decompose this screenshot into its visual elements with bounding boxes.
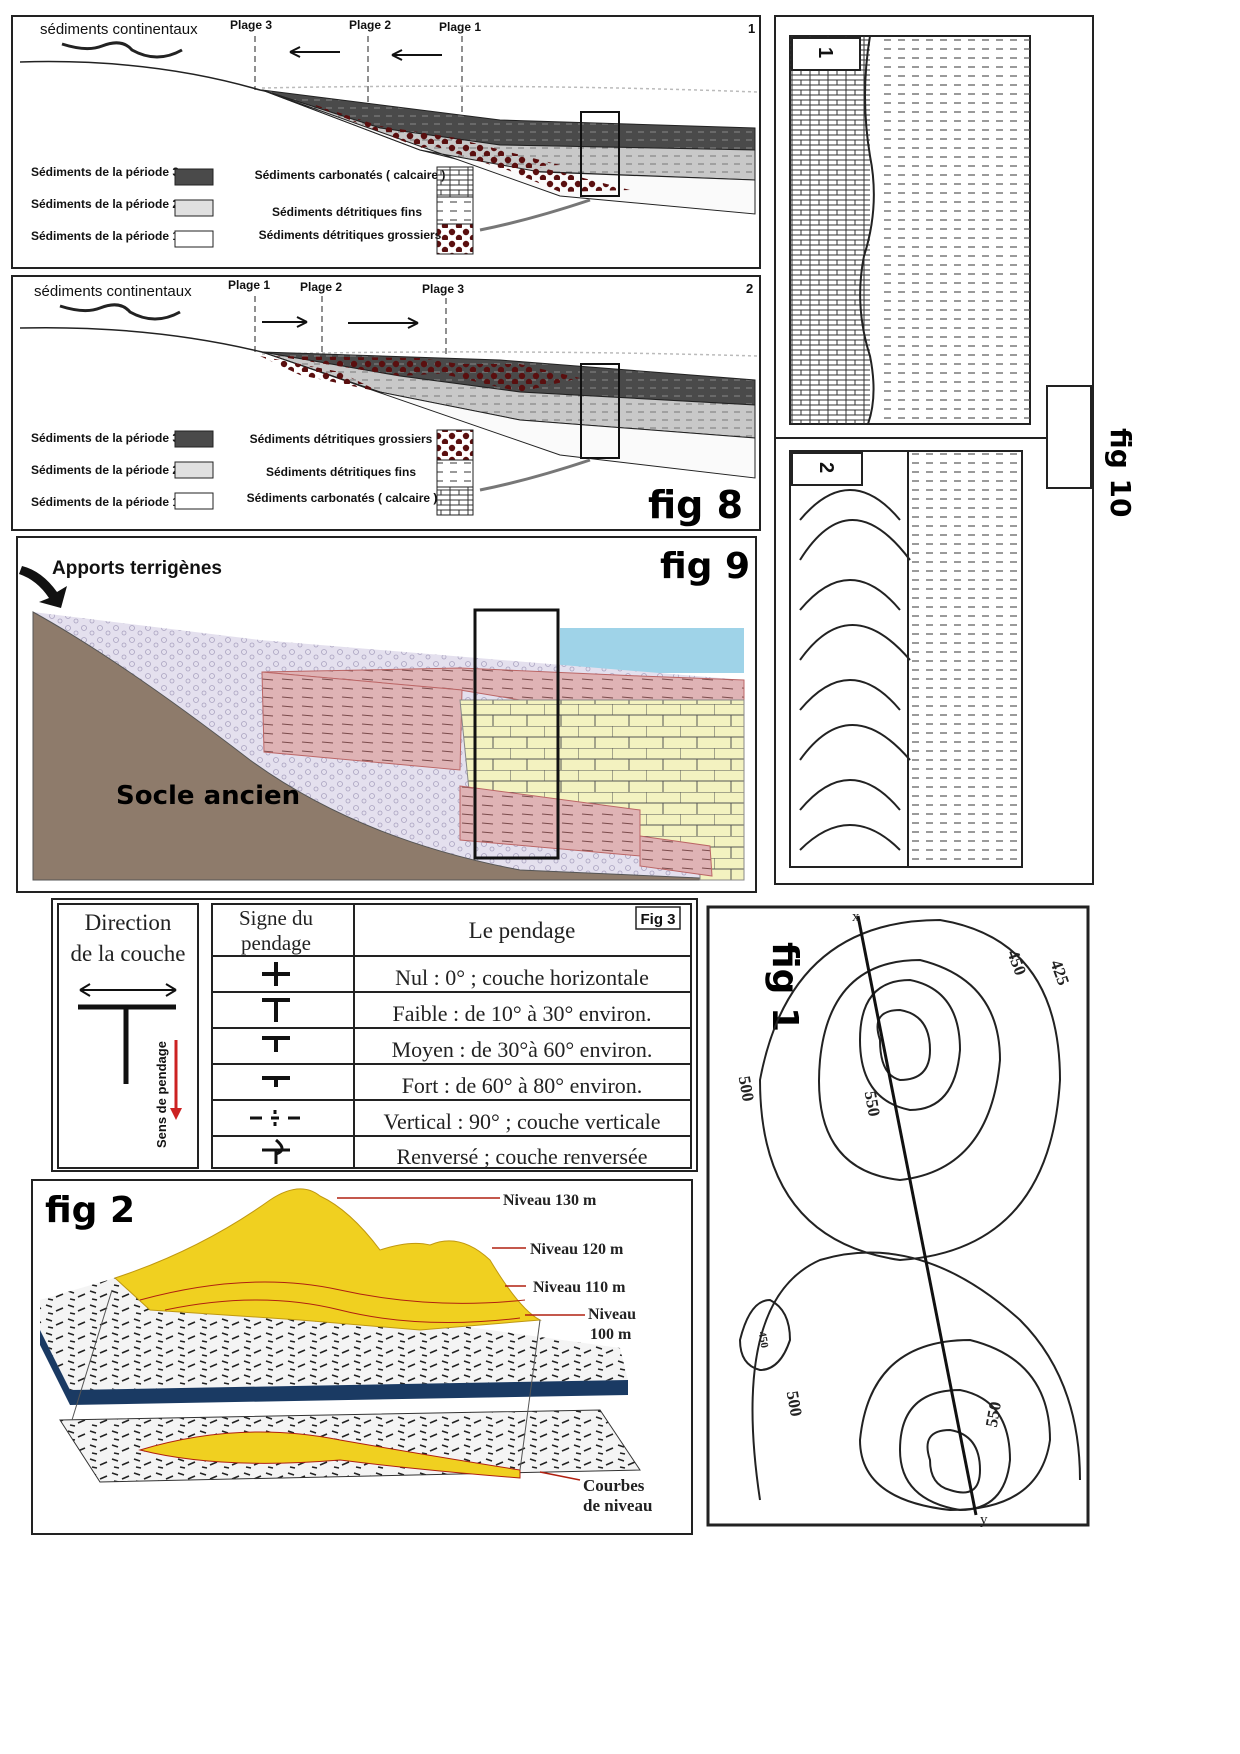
fig9-label: fig 9 (660, 546, 750, 587)
continental-label: sédiments continentaux (34, 283, 192, 300)
plage-label: Plage 2 (349, 18, 391, 32)
legend-period1: Sédiments de la période 1 (31, 229, 179, 243)
legend-period2: Sédiments de la période 2 (31, 463, 179, 477)
fig3: Direction de la couche Sens de pendage S… (51, 898, 698, 1172)
plage-label: Plage 1 (228, 278, 270, 292)
contour-label: 550 (861, 1090, 884, 1118)
y-label: y (980, 1512, 988, 1528)
header-sign: Signe du (239, 906, 314, 930)
legend-type: Sédiments carbonatés ( calcaire ) (255, 168, 446, 182)
contour-label: 450 (756, 1331, 771, 1350)
legend-type: Sédiments carbonatés ( calcaire ) (247, 491, 438, 505)
legend-type: Sédiments détritiques grossiers (250, 432, 433, 446)
pendage-row: Vertical : 90° ; couche verticale (384, 1109, 661, 1134)
level-label: Niveau 120 m (530, 1241, 624, 1258)
plage-label: Plage 3 (422, 282, 464, 296)
column-2-label: 2 (815, 462, 837, 473)
column-1-label: 1 (814, 47, 836, 58)
legend-period3: Sédiments de la période 3 (31, 431, 179, 445)
courbes-label: de niveau (583, 1496, 652, 1515)
fig3-label: Fig 3 (640, 911, 675, 928)
level-label: Niveau (588, 1306, 636, 1323)
apports-label: Apports terrigènes (52, 558, 222, 579)
fig2-label: fig 2 (45, 1190, 135, 1231)
sens-label: Sens de pendage (154, 1041, 169, 1148)
direction-title: Direction (85, 910, 172, 935)
contour-label: 500 (783, 1390, 806, 1418)
arrow-icon (19, 566, 67, 608)
panel-number: 2 (746, 281, 753, 296)
strike-dip-symbol-icon (78, 1004, 176, 1084)
pendage-row: Fort : de 60° à 80° environ. (402, 1073, 643, 1098)
level-label: Niveau 110 m (533, 1279, 626, 1296)
x-label: x (852, 909, 860, 925)
fig1-label: fig 1 (764, 942, 805, 1032)
plage-label: Plage 2 (300, 280, 342, 294)
direction-title: de la couche (71, 941, 186, 966)
fig10: 1 2 fig 10 (774, 15, 1137, 885)
arrow-right-icon (262, 316, 308, 328)
fig8-panel1: 1 sédiments continentaux Plage 3 Plage 2… (11, 15, 761, 269)
pendage-row: Moyen : de 30°à 60° environ. (392, 1037, 653, 1062)
fig1: fig 1 x y 450 425 500 550 450 500 550 (706, 905, 1090, 1528)
arrow-squiggle-icon (59, 303, 181, 321)
arrow-right-icon (348, 317, 419, 329)
legend-period3: Sédiments de la période 3 (31, 165, 179, 179)
arrow-left-icon (391, 49, 442, 61)
continental-label: sédiments continentaux (40, 21, 198, 38)
pendage-row: Faible : de 10° à 30° environ. (393, 1001, 652, 1026)
plage-label: Plage 1 (439, 20, 481, 34)
arrow-down-icon (170, 1108, 182, 1120)
legend-period1: Sédiments de la période 1 (31, 495, 179, 509)
fig10-label: fig 10 (1104, 428, 1137, 518)
contour-label: 550 (982, 1400, 1005, 1428)
socle-label: Socle ancien (116, 781, 300, 811)
fig8-panel2: 2 sédiments continentaux Plage 1 Plage 2… (11, 275, 761, 531)
panel-number: 1 (748, 21, 755, 36)
plage-label: Plage 3 (230, 18, 272, 32)
arrow-squiggle-icon (61, 41, 183, 59)
legend-type: Sédiments détritiques fins (272, 205, 422, 219)
pendage-row: Renversé ; couche renversée (396, 1144, 647, 1169)
fig2: fig 2 Niveau 130 m Niveau 120 m Niveau 1… (31, 1179, 693, 1535)
legend-period2: Sédiments de la période 2 (31, 197, 179, 211)
level-label: 100 m (590, 1326, 632, 1343)
header-pendage: Le pendage (469, 918, 576, 943)
pendage-row: Nul : 0° ; couche horizontale (395, 965, 649, 990)
level-label: Niveau 130 m (503, 1192, 597, 1209)
fig9: fig 9 Apports terrigènes Socle ancien (16, 536, 757, 893)
header-sign: pendage (241, 931, 311, 955)
contour-label: 500 (735, 1075, 758, 1103)
legend-type: Sédiments détritiques fins (266, 465, 416, 479)
arrow-left-icon (289, 46, 340, 58)
legend-type: Sédiments détritiques grossiers (259, 228, 442, 242)
fig8-label: fig 8 (648, 483, 743, 527)
courbes-label: Courbes (583, 1476, 645, 1495)
